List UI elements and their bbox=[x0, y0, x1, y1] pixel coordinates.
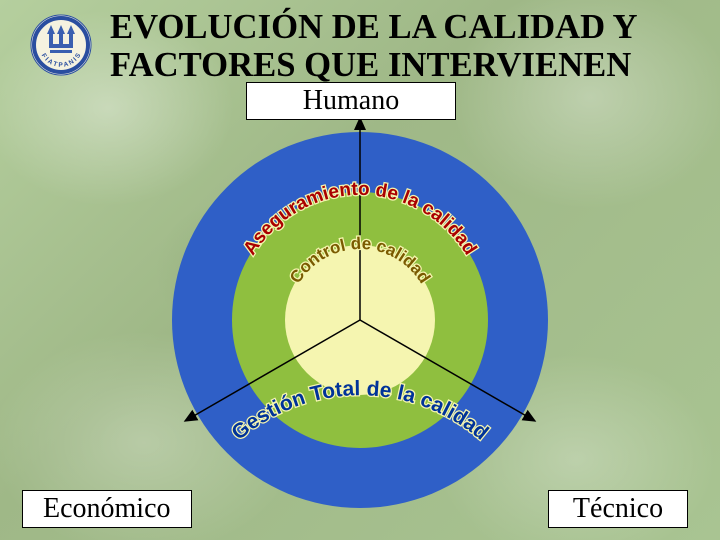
factor-label-right: Técnico bbox=[573, 493, 663, 524]
factor-box-tecnico: Técnico bbox=[548, 490, 688, 528]
page-title: EVOLUCIÓN DE LA CALIDAD Y FACTORES QUE I… bbox=[110, 8, 690, 84]
factor-box-economico: Económico bbox=[22, 490, 192, 528]
factor-label-top: Humano bbox=[303, 85, 399, 116]
factor-label-left: Económico bbox=[43, 493, 171, 524]
fao-logo-icon: F I A T P A N I S bbox=[30, 14, 92, 76]
title-line-2: FACTORES QUE INTERVIENEN bbox=[110, 46, 690, 84]
title-line-1: EVOLUCIÓN DE LA CALIDAD Y bbox=[110, 8, 690, 46]
factor-box-humano: Humano bbox=[246, 82, 456, 120]
